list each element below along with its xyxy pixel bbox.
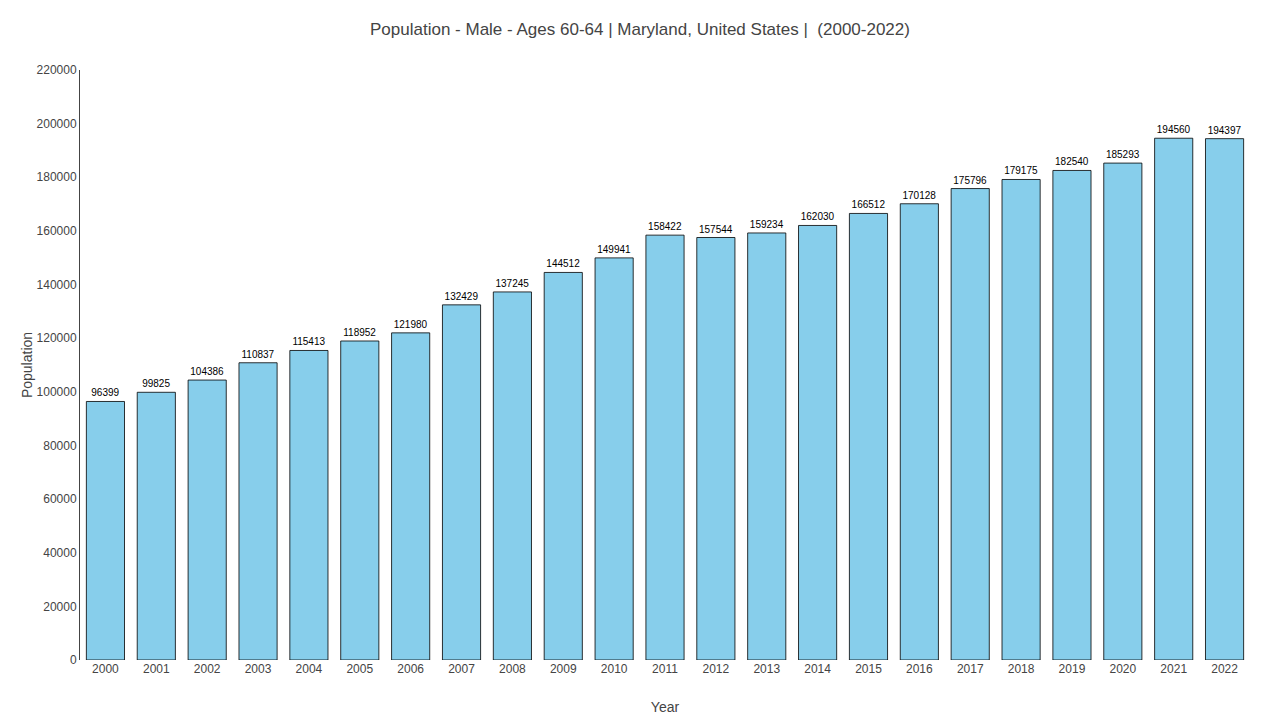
- svg-text:2010: 2010: [601, 662, 628, 676]
- svg-text:2006: 2006: [397, 662, 424, 676]
- svg-text:182540: 182540: [1055, 156, 1089, 167]
- svg-text:2013: 2013: [753, 662, 780, 676]
- svg-text:60000: 60000: [43, 492, 77, 506]
- svg-text:2022: 2022: [1211, 662, 1238, 676]
- svg-text:137245: 137245: [495, 278, 529, 289]
- svg-text:2003: 2003: [245, 662, 272, 676]
- svg-text:Year: Year: [651, 699, 680, 715]
- svg-text:132429: 132429: [445, 291, 479, 302]
- svg-text:Population: Population: [19, 332, 35, 398]
- svg-text:115413: 115413: [292, 336, 325, 347]
- svg-text:2000: 2000: [92, 662, 119, 676]
- svg-text:149941: 149941: [597, 244, 631, 255]
- svg-text:20000: 20000: [43, 600, 77, 614]
- svg-text:2002: 2002: [194, 662, 221, 676]
- svg-text:220000: 220000: [37, 63, 77, 77]
- svg-text:0: 0: [70, 653, 77, 667]
- svg-text:96399: 96399: [91, 387, 119, 398]
- svg-text:2014: 2014: [804, 662, 831, 676]
- svg-text:175796: 175796: [953, 175, 987, 186]
- svg-text:Population - Male - Ages 60-64: Population - Male - Ages 60-64 | Marylan…: [370, 20, 910, 39]
- svg-text:118952: 118952: [343, 327, 376, 338]
- svg-text:100000: 100000: [37, 385, 77, 399]
- svg-text:2015: 2015: [855, 662, 882, 676]
- svg-text:180000: 180000: [37, 170, 77, 184]
- svg-text:2019: 2019: [1059, 662, 1086, 676]
- svg-text:110837: 110837: [242, 349, 275, 360]
- svg-text:166512: 166512: [852, 199, 886, 210]
- svg-text:99825: 99825: [142, 378, 170, 389]
- svg-text:2020: 2020: [1109, 662, 1136, 676]
- svg-text:2017: 2017: [957, 662, 984, 676]
- svg-text:194397: 194397: [1208, 125, 1242, 136]
- svg-text:2001: 2001: [143, 662, 170, 676]
- svg-text:104386: 104386: [190, 366, 224, 377]
- svg-text:170128: 170128: [902, 190, 936, 201]
- svg-text:2009: 2009: [550, 662, 577, 676]
- svg-text:80000: 80000: [43, 439, 77, 453]
- svg-text:2018: 2018: [1008, 662, 1035, 676]
- svg-text:120000: 120000: [37, 331, 77, 345]
- svg-text:194560: 194560: [1157, 124, 1191, 135]
- svg-text:179175: 179175: [1004, 165, 1038, 176]
- svg-text:2012: 2012: [703, 662, 730, 676]
- svg-text:159234: 159234: [750, 219, 784, 230]
- svg-text:140000: 140000: [37, 278, 77, 292]
- svg-text:162030: 162030: [801, 211, 835, 222]
- svg-text:121980: 121980: [394, 319, 428, 330]
- svg-text:158422: 158422: [648, 221, 682, 232]
- svg-text:160000: 160000: [37, 224, 77, 238]
- svg-text:2021: 2021: [1160, 662, 1187, 676]
- svg-text:2004: 2004: [296, 662, 323, 676]
- svg-text:40000: 40000: [43, 546, 77, 560]
- svg-text:185293: 185293: [1106, 149, 1140, 160]
- svg-text:157544: 157544: [699, 224, 733, 235]
- svg-text:200000: 200000: [37, 117, 77, 131]
- svg-text:2007: 2007: [448, 662, 475, 676]
- svg-text:2005: 2005: [346, 662, 373, 676]
- svg-text:2011: 2011: [652, 662, 678, 676]
- svg-text:2008: 2008: [499, 662, 526, 676]
- svg-text:144512: 144512: [546, 258, 580, 269]
- svg-text:2016: 2016: [906, 662, 933, 676]
